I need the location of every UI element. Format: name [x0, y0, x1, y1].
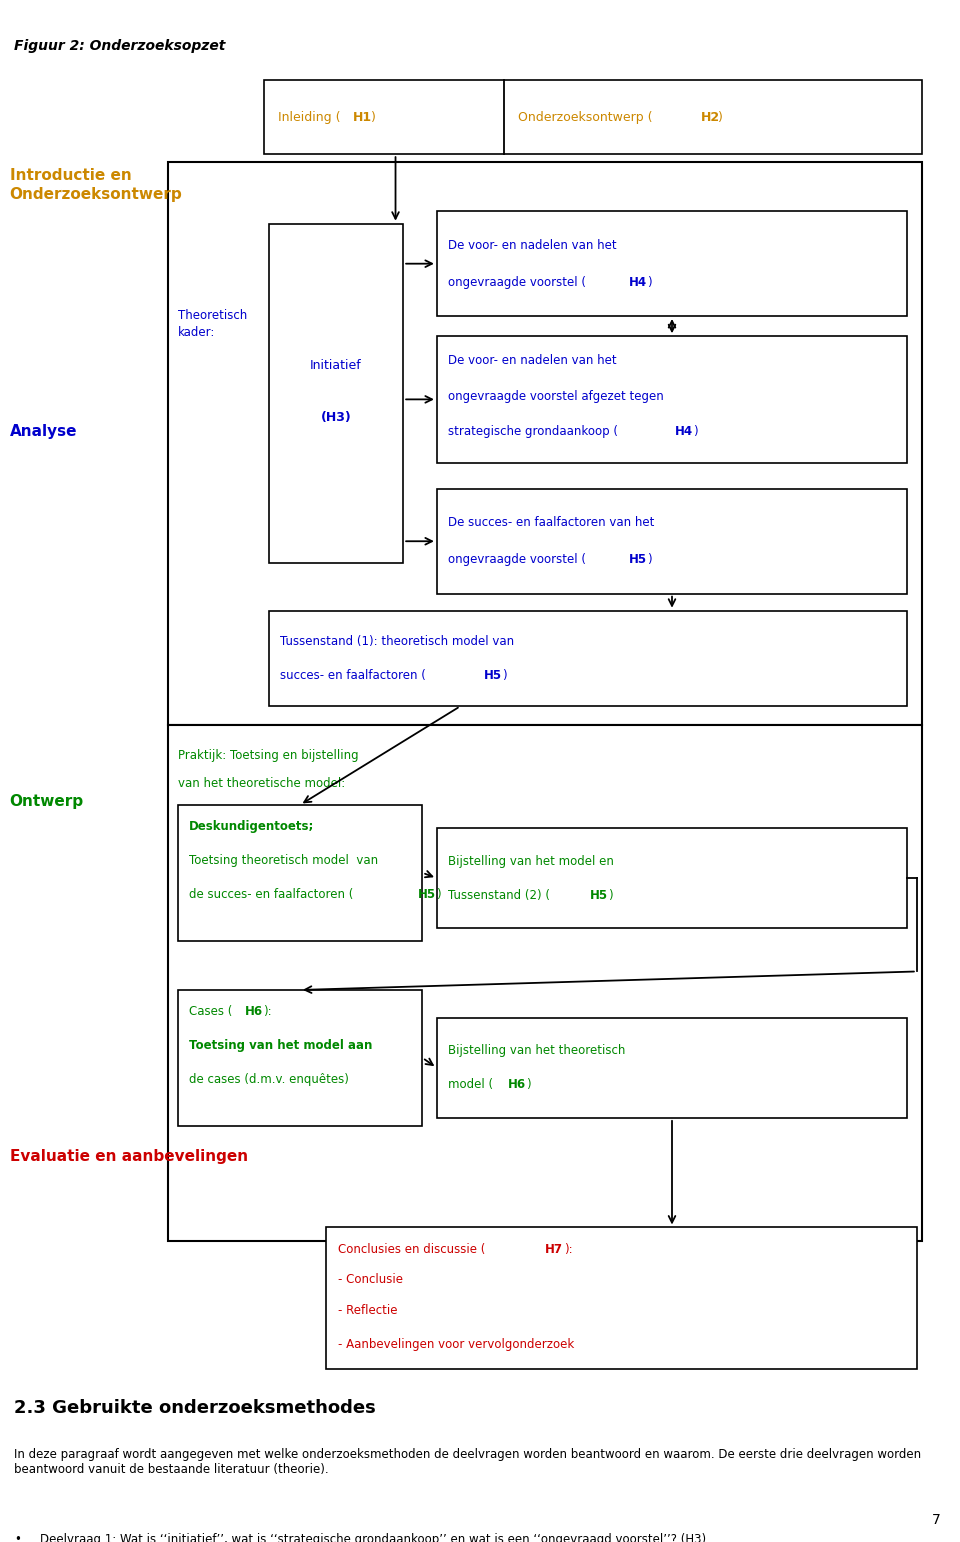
Text: Introductie en
Onderzoeksontwerp: Introductie en Onderzoeksontwerp — [10, 168, 182, 202]
FancyBboxPatch shape — [269, 611, 907, 706]
Text: 7: 7 — [932, 1513, 941, 1527]
Text: H5: H5 — [589, 888, 608, 902]
Text: de succes- en faalfactoren (: de succes- en faalfactoren ( — [189, 888, 353, 901]
Text: ): ) — [647, 554, 652, 566]
Text: ): ) — [526, 1078, 531, 1092]
Text: Inleiding (: Inleiding ( — [278, 111, 341, 123]
Text: succes- en faalfactoren (: succes- en faalfactoren ( — [280, 669, 426, 682]
FancyBboxPatch shape — [178, 990, 422, 1126]
Text: ongevraagde voorstel (: ongevraagde voorstel ( — [448, 276, 587, 288]
Text: H5: H5 — [629, 554, 647, 566]
Text: (H3): (H3) — [321, 412, 351, 424]
Text: 2.3 Gebruikte onderzoeksmethodes: 2.3 Gebruikte onderzoeksmethodes — [14, 1399, 376, 1417]
FancyBboxPatch shape — [437, 1018, 907, 1118]
Text: Deelvraag 1: Wat is ‘‘initiatief’’, wat is ‘‘strategische grondaankoop’’ en wat : Deelvraag 1: Wat is ‘‘initiatief’’, wat … — [40, 1533, 707, 1542]
Text: Bijstelling van het model en: Bijstelling van het model en — [448, 854, 614, 868]
Text: ): ) — [608, 888, 612, 902]
Text: De voor- en nadelen van het: De voor- en nadelen van het — [448, 355, 617, 367]
Text: ): ) — [371, 111, 375, 123]
FancyBboxPatch shape — [437, 211, 907, 316]
Text: Bijstelling van het theoretisch: Bijstelling van het theoretisch — [448, 1044, 626, 1058]
Text: ):: ): — [564, 1243, 572, 1255]
FancyBboxPatch shape — [168, 162, 922, 725]
Text: Initiatief: Initiatief — [310, 359, 362, 372]
Text: Onderzoeksontwerp (: Onderzoeksontwerp ( — [518, 111, 653, 123]
Text: Toetsing van het model aan: Toetsing van het model aan — [189, 1039, 372, 1052]
Text: ongevraagde voorstel (: ongevraagde voorstel ( — [448, 554, 587, 566]
Text: H7: H7 — [545, 1243, 564, 1255]
Text: H6: H6 — [508, 1078, 526, 1092]
Text: Evaluatie en aanbevelingen: Evaluatie en aanbevelingen — [10, 1149, 248, 1164]
Text: Figuur 2: Onderzoeksopzet: Figuur 2: Onderzoeksopzet — [14, 39, 226, 52]
Text: De voor- en nadelen van het: De voor- en nadelen van het — [448, 239, 617, 251]
Text: Tussenstand (1): theoretisch model van: Tussenstand (1): theoretisch model van — [280, 635, 515, 648]
Text: ongevraagde voorstel afgezet tegen: ongevraagde voorstel afgezet tegen — [448, 390, 664, 402]
Text: H5: H5 — [418, 888, 436, 901]
Text: Deskundigentoets;: Deskundigentoets; — [189, 820, 315, 833]
Text: H4: H4 — [675, 426, 693, 438]
Text: Cases (: Cases ( — [189, 1005, 232, 1018]
Text: H1: H1 — [353, 111, 372, 123]
Text: H6: H6 — [245, 1005, 263, 1018]
Text: Tussenstand (2) (: Tussenstand (2) ( — [448, 888, 550, 902]
Text: De succes- en faalfactoren van het: De succes- en faalfactoren van het — [448, 517, 655, 529]
Text: In deze paragraaf wordt aangegeven met welke onderzoeksmethoden de deelvragen wo: In deze paragraaf wordt aangegeven met w… — [14, 1448, 922, 1476]
FancyBboxPatch shape — [269, 224, 403, 563]
Text: ): ) — [502, 669, 507, 682]
Text: Toetsing theoretisch model  van: Toetsing theoretisch model van — [189, 854, 378, 867]
Text: - Aanbevelingen voor vervolgonderzoek: - Aanbevelingen voor vervolgonderzoek — [338, 1338, 574, 1351]
Text: - Conclusie: - Conclusie — [338, 1274, 403, 1286]
Text: ): ) — [718, 111, 723, 123]
FancyBboxPatch shape — [437, 336, 907, 463]
Text: H4: H4 — [629, 276, 647, 288]
Text: de cases (d.m.v. enquêtes): de cases (d.m.v. enquêtes) — [189, 1073, 349, 1086]
Text: H2: H2 — [701, 111, 720, 123]
Text: •: • — [14, 1533, 21, 1542]
Text: strategische grondaankoop (: strategische grondaankoop ( — [448, 426, 618, 438]
Text: model (: model ( — [448, 1078, 493, 1092]
Text: Ontwerp: Ontwerp — [10, 794, 84, 810]
FancyBboxPatch shape — [326, 1227, 917, 1369]
FancyBboxPatch shape — [264, 80, 922, 154]
Text: Praktijk: Toetsing en bijstelling: Praktijk: Toetsing en bijstelling — [178, 749, 358, 762]
Text: ): ) — [647, 276, 652, 288]
Text: van het theoretische model:: van het theoretische model: — [178, 777, 345, 790]
FancyBboxPatch shape — [178, 805, 422, 941]
Text: ): ) — [693, 426, 698, 438]
FancyBboxPatch shape — [437, 828, 907, 928]
Text: Analyse: Analyse — [10, 424, 77, 439]
FancyBboxPatch shape — [168, 725, 922, 1241]
Text: Conclusies en discussie (: Conclusies en discussie ( — [338, 1243, 486, 1255]
Text: ): ) — [436, 888, 441, 901]
Text: - Reflectie: - Reflectie — [338, 1305, 397, 1317]
Text: Theoretisch
kader:: Theoretisch kader: — [178, 308, 247, 339]
FancyBboxPatch shape — [437, 489, 907, 594]
Text: H5: H5 — [484, 669, 502, 682]
Text: ):: ): — [263, 1005, 272, 1018]
